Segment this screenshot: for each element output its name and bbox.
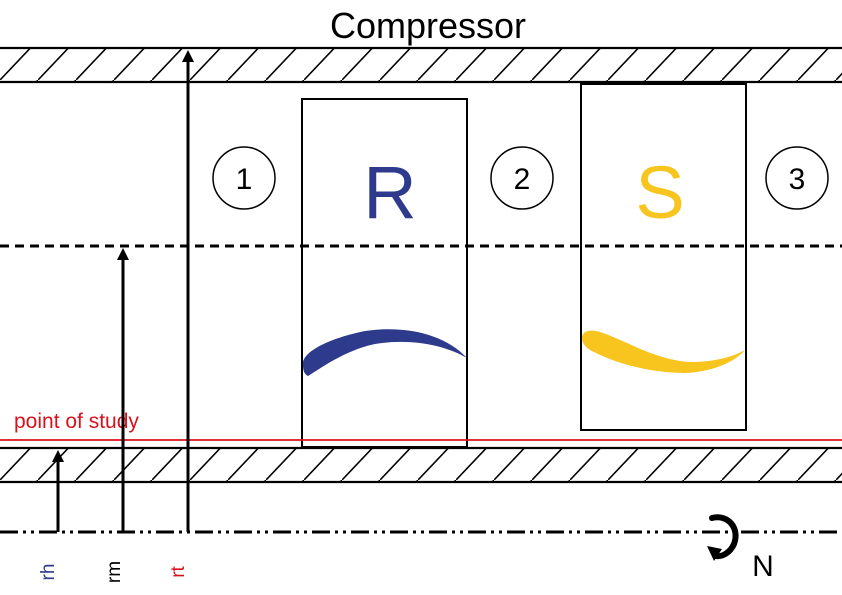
stator-box	[580, 83, 747, 431]
rt-label: rt	[168, 565, 189, 577]
stator-label: S	[635, 151, 684, 234]
hub-wall	[0, 446, 842, 484]
station-1-label: 1	[236, 163, 253, 196]
station-3-label: 3	[789, 163, 806, 196]
station-3: 3	[765, 146, 829, 210]
rotor-box	[301, 98, 468, 448]
rm-label: rm	[104, 561, 125, 583]
rotor-blade-profile	[302, 329, 467, 376]
casing-wall	[0, 46, 842, 84]
rotor-label: R	[363, 151, 416, 234]
stator-blade-profile	[582, 330, 745, 373]
rotation-label: N	[752, 550, 774, 583]
station-2: 2	[490, 146, 554, 210]
station-2-label: 2	[514, 163, 531, 196]
station-1: 1	[212, 146, 276, 210]
study-label: point of study	[14, 410, 139, 433]
rotation-arrow-icon	[707, 514, 739, 561]
rh-label: rh	[38, 564, 59, 581]
diagram-title: Compressor	[330, 5, 526, 46]
